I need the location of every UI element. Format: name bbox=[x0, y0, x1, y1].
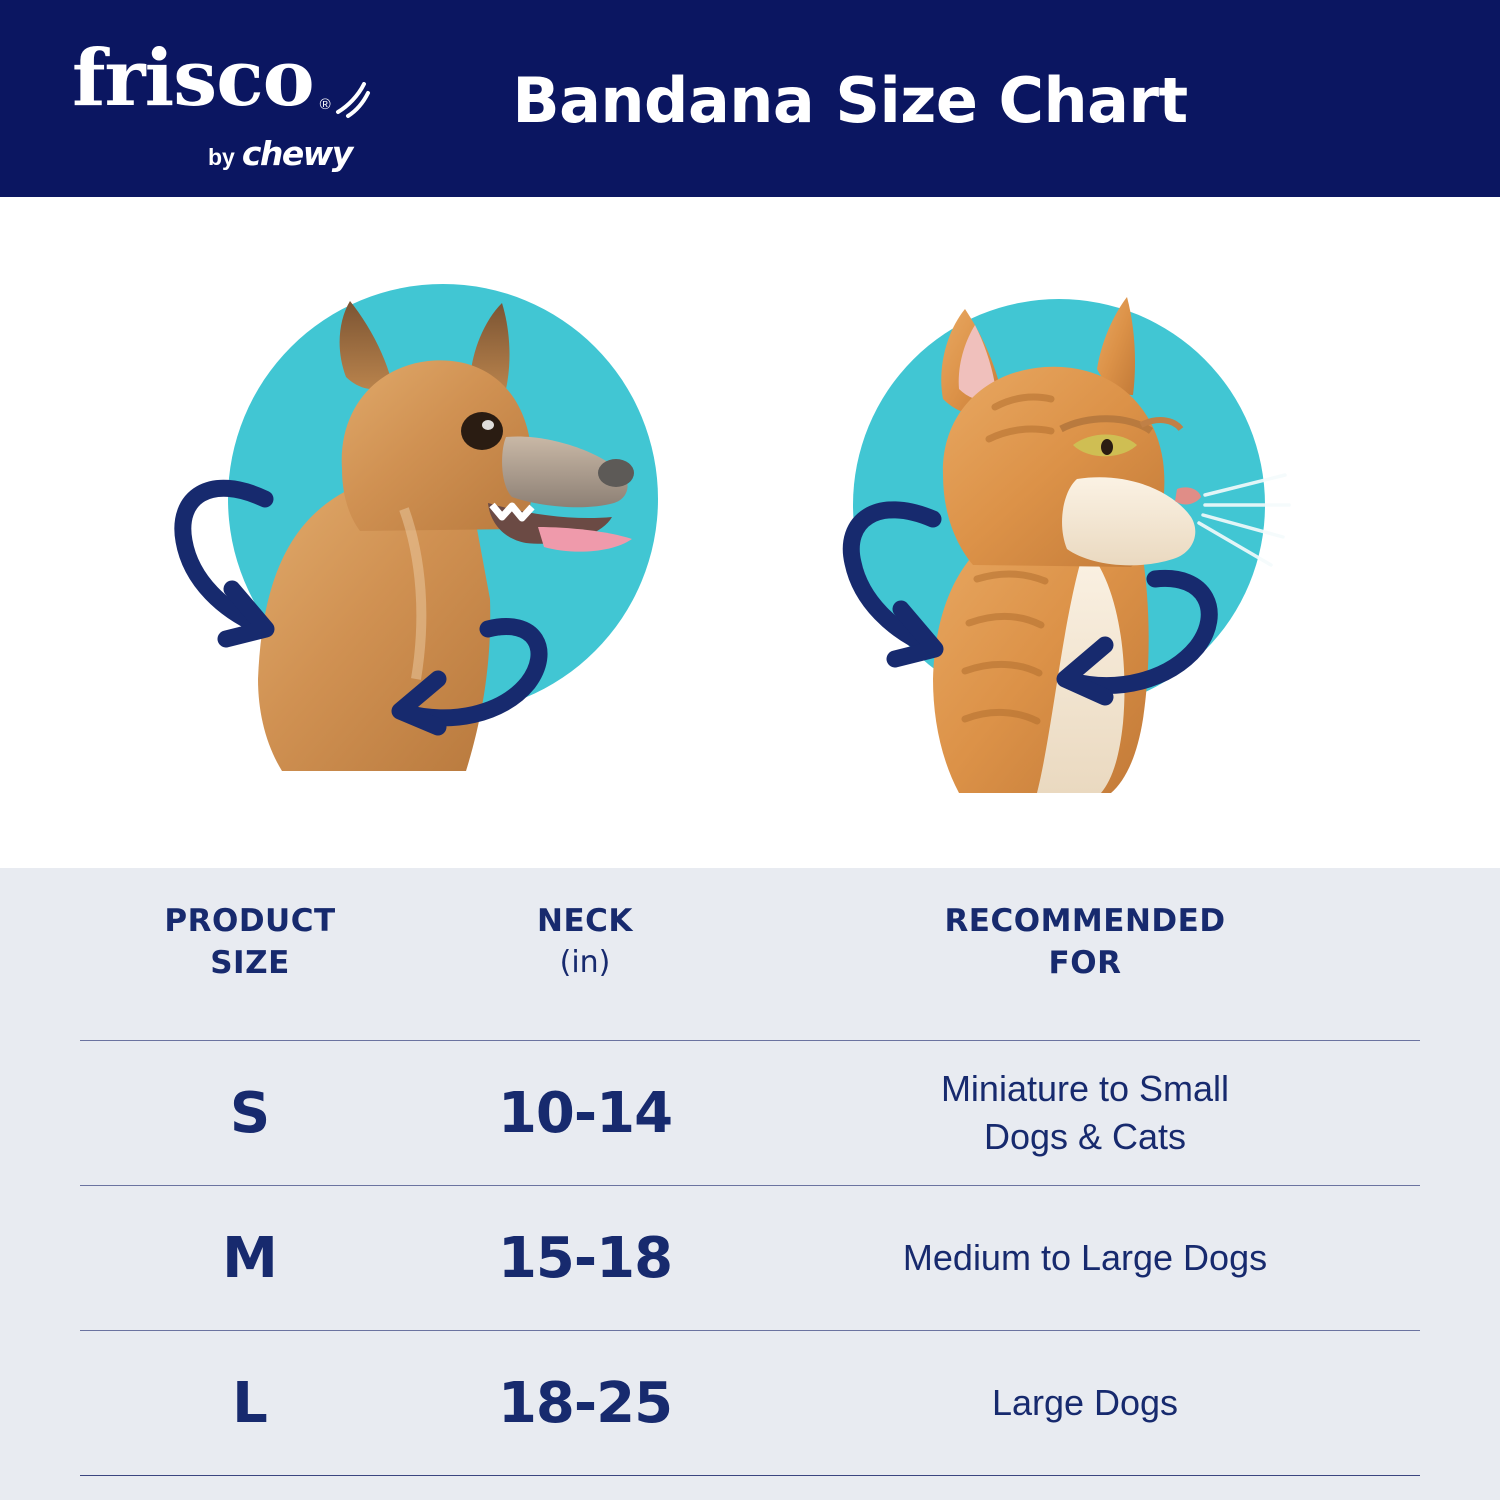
cell-neck: 15-18 bbox=[497, 1225, 673, 1291]
page-header: frisco ® by chewy Bandana Size Chart bbox=[0, 0, 1500, 197]
column-header-neck: NECK (in) bbox=[537, 903, 633, 980]
brand-name: frisco bbox=[72, 33, 315, 124]
cat-illustration bbox=[825, 279, 1295, 799]
illustration-band: NECK NECK bbox=[0, 197, 1500, 973]
page-title: Bandana Size Chart bbox=[512, 64, 1188, 137]
cell-size: L bbox=[232, 1370, 268, 1436]
logo-by-text: by bbox=[208, 144, 235, 170]
dog-head-photo bbox=[258, 301, 634, 771]
neck-measure-arrow-icon bbox=[842, 501, 1218, 706]
cat-head-photo bbox=[933, 297, 1291, 793]
column-header-product-size: PRODUCT SIZE bbox=[164, 903, 336, 981]
table-header-row: PRODUCT SIZE NECK (in) RECOMMENDED FOR bbox=[80, 868, 1420, 1040]
cell-recommended: Large Dogs bbox=[991, 1382, 1179, 1423]
cell-recommended: Medium to Large Dogs bbox=[902, 1237, 1268, 1278]
size-table-section: PRODUCT SIZE NECK (in) RECOMMENDED FOR S… bbox=[0, 868, 1500, 1500]
column-header-recommended-for: RECOMMENDED FOR bbox=[944, 903, 1226, 981]
neck-measure-arrow-icon bbox=[174, 479, 548, 736]
size-table: PRODUCT SIZE NECK (in) RECOMMENDED FOR S… bbox=[80, 868, 1420, 1500]
table-row: M 15-18 Medium to Large Dogs bbox=[80, 1185, 1420, 1330]
dog-illustration bbox=[170, 259, 658, 779]
registered-trademark-icon: ® bbox=[319, 96, 331, 113]
table-bottom-divider bbox=[80, 1475, 1420, 1500]
cell-size: S bbox=[229, 1080, 271, 1146]
cell-size: M bbox=[222, 1225, 278, 1291]
cell-recommended: Miniature to Small Dogs & Cats bbox=[940, 1068, 1230, 1157]
table-row: L 18-25 Large Dogs bbox=[80, 1330, 1420, 1475]
cell-neck: 18-25 bbox=[497, 1370, 673, 1436]
logo-subtitle: by chewy bbox=[208, 134, 353, 173]
cell-neck: 10-14 bbox=[497, 1080, 673, 1146]
logo-chewy-text: chewy bbox=[241, 134, 353, 173]
table-row: S 10-14 Miniature to Small Dogs & Cats bbox=[80, 1040, 1420, 1185]
brand-wordmark: frisco ® bbox=[72, 38, 331, 120]
